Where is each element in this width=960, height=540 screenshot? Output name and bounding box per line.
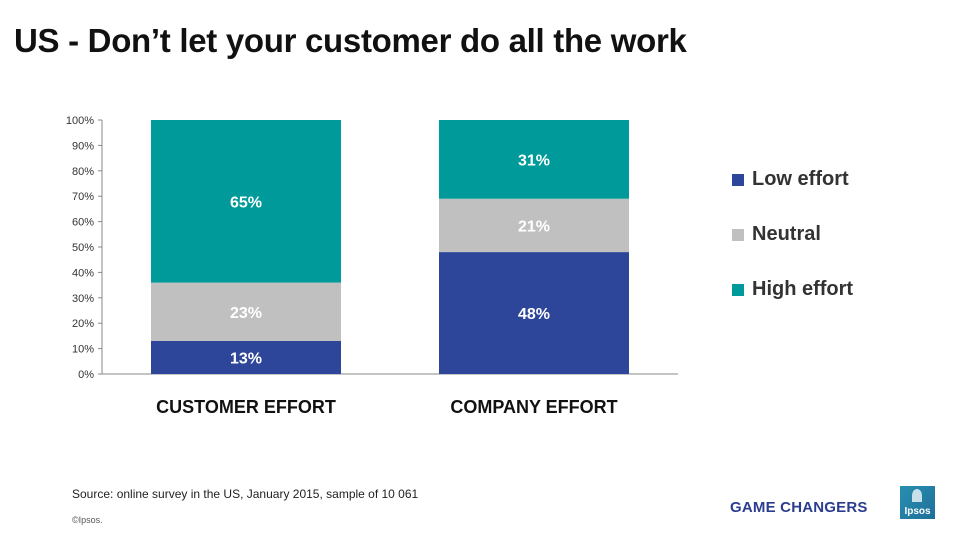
y-tick-label: 10% — [72, 344, 94, 356]
chart-legend: Low effort Neutral High effort — [732, 152, 853, 317]
legend-item-neutral: Neutral — [732, 207, 853, 262]
legend-item-high-effort: High effort — [732, 262, 853, 317]
legend-label: High effort — [752, 278, 854, 300]
y-tick-label: 50% — [72, 242, 94, 254]
brand-text: GAME CHANGERS — [730, 499, 868, 516]
legend-label: Low effort — [752, 168, 849, 190]
legend-swatch-low-effort — [732, 173, 744, 186]
data-label: 48% — [518, 306, 550, 323]
bar-segment — [439, 198, 629, 253]
data-label: 13% — [230, 350, 262, 367]
bar-segment — [439, 252, 629, 374]
ipsos-logo: Ipsos — [900, 486, 935, 519]
source-note: Source: online survey in the US, January… — [72, 487, 419, 501]
y-tick-label: 40% — [72, 267, 94, 279]
bar-segment — [151, 340, 341, 374]
legend-swatch-neutral — [732, 228, 744, 241]
data-label: 65% — [230, 194, 262, 211]
category-label: COMPANY EFFORT — [450, 397, 617, 417]
bar-segment — [151, 282, 341, 341]
data-label: 21% — [518, 218, 550, 235]
logo-mark-icon — [912, 489, 922, 502]
y-tick-label: 20% — [72, 318, 94, 330]
y-tick-label: 30% — [72, 293, 94, 305]
logo-text: Ipsos — [904, 506, 931, 517]
legend-label: Neutral — [752, 223, 821, 245]
data-label: 23% — [230, 305, 262, 322]
category-label: CUSTOMER EFFORT — [156, 397, 336, 417]
y-tick-label: 70% — [72, 191, 94, 203]
y-tick-label: 60% — [72, 217, 94, 229]
legend-item-low-effort: Low effort — [732, 152, 853, 207]
legend-swatch-high-effort — [732, 283, 744, 296]
y-tick-label: 100% — [66, 115, 94, 127]
y-tick-label: 80% — [72, 166, 94, 178]
y-tick-label: 0% — [78, 369, 94, 381]
bar-segment — [439, 120, 629, 199]
data-label: 31% — [518, 152, 550, 169]
copyright-note: ©Ipsos. — [72, 515, 103, 525]
bar-segment — [151, 120, 341, 283]
y-tick-label: 90% — [72, 140, 94, 152]
page-title: US - Don’t let your customer do all the … — [14, 22, 687, 59]
